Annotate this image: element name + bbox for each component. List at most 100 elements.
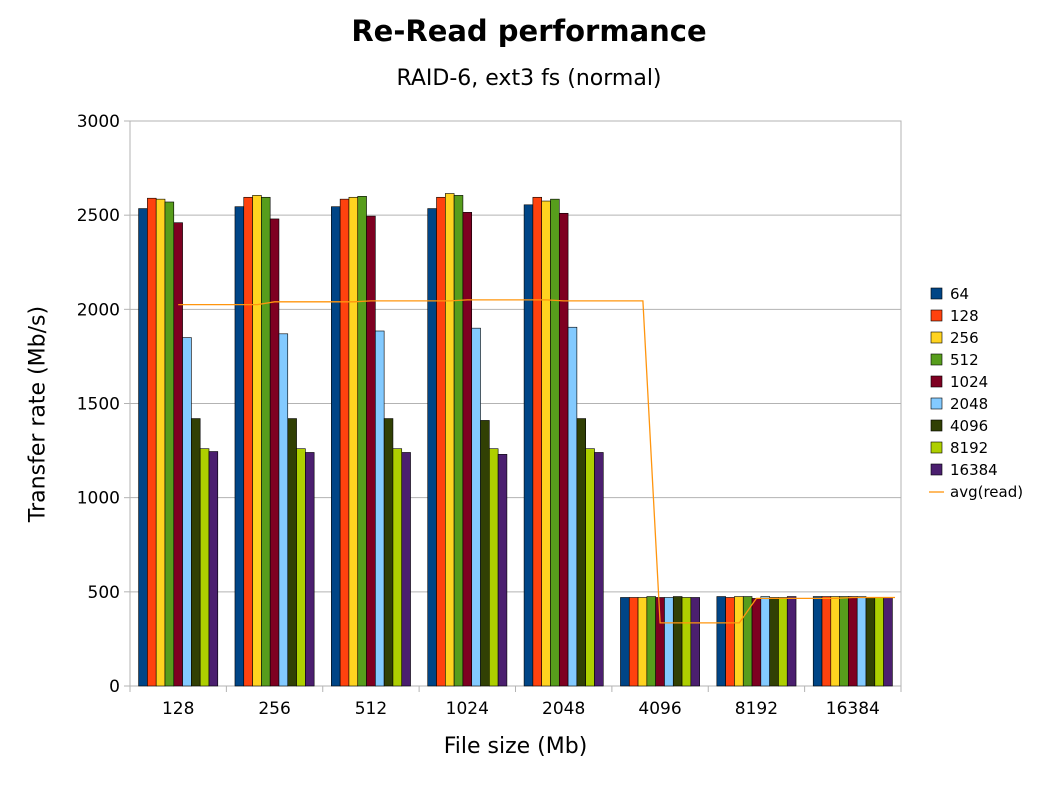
bar [392,448,403,687]
bar [147,197,157,687]
x-axis-label: File size (Mb) [443,734,588,759]
x-tick-label: 8192 [735,699,778,719]
bar [287,418,297,687]
bar [778,597,788,687]
bar [339,198,350,687]
y-tick-label: 2500 [77,206,120,226]
bar [401,452,411,687]
bar [138,208,148,687]
bar [541,200,551,687]
bar [620,597,630,687]
legend-label: 128 [950,307,979,325]
y-tick-label: 2000 [77,300,120,320]
bar [234,206,245,687]
bar [865,597,876,687]
legend-swatch [930,287,943,300]
bar [489,448,499,687]
bar [348,196,359,687]
bar [637,597,648,687]
legend-label: 16384 [950,461,998,479]
bar [278,333,289,687]
bar [269,218,280,687]
chart-subtitle: RAID-6, ext3 fs (normal) [396,66,662,91]
x-tick-label: 1024 [446,699,489,719]
bar [462,212,473,687]
bar [208,451,219,687]
bar [252,195,262,687]
bar [243,196,253,687]
bar [480,420,490,687]
legend-swatch [930,463,943,476]
bar [716,596,726,687]
legend-swatch [930,441,943,454]
bar [856,596,867,687]
bar [357,196,367,687]
chart-title: Re-Read performance [351,14,707,48]
legend-label: 2048 [950,395,988,413]
bar [628,597,639,687]
bar [567,326,578,687]
legend-label: 64 [950,285,969,303]
y-tick-label: 0 [109,677,120,697]
legend-swatch [930,309,943,322]
bar [558,212,569,687]
bar [532,196,542,687]
legend-label: 1024 [950,373,988,391]
bar [751,598,762,687]
bar [261,196,271,687]
legend-swatch [930,375,943,388]
bar [375,330,385,687]
bar [690,597,700,687]
bar [331,206,341,687]
y-tick-label: 1000 [77,489,120,509]
x-tick-label: 4096 [638,699,681,719]
bar [786,596,797,687]
bar [812,596,823,687]
bar [664,597,674,687]
bar [769,597,779,687]
legend-swatch [930,331,943,344]
y-tick-label: 500 [88,583,120,603]
bar [734,596,744,687]
avg-read-line [178,299,895,624]
bar [427,208,437,687]
bar [445,193,455,687]
legend-label: avg(read) [950,483,1023,501]
bar [199,448,210,687]
bar [646,596,656,687]
bar [576,418,586,687]
bar [173,222,183,687]
bar [164,201,175,687]
legend-label: 8192 [950,439,988,457]
bar [830,596,840,687]
bar [550,198,560,687]
bar [523,204,534,687]
legend-label: 256 [950,329,979,347]
bar [191,418,201,687]
legend-swatch [930,353,943,366]
bar [383,418,394,687]
bar [874,597,884,687]
bar [681,597,692,687]
bar [155,198,166,687]
x-tick-label: 256 [258,699,290,719]
x-tick-label: 128 [162,699,194,719]
x-tick-label: 2048 [542,699,585,719]
bar [366,215,376,687]
bar [453,195,464,687]
legend-swatch [930,397,943,410]
bar [585,448,595,687]
bar [296,448,306,687]
bar [672,596,683,687]
bar [497,454,508,687]
bar [436,196,446,687]
legend-label: 4096 [950,417,988,435]
bar [471,327,481,687]
x-tick-label: 16384 [826,699,880,719]
bar [182,337,192,687]
bar [821,596,832,687]
bar [760,596,770,687]
bar [305,452,315,687]
bar [883,597,893,687]
bar [848,596,858,687]
